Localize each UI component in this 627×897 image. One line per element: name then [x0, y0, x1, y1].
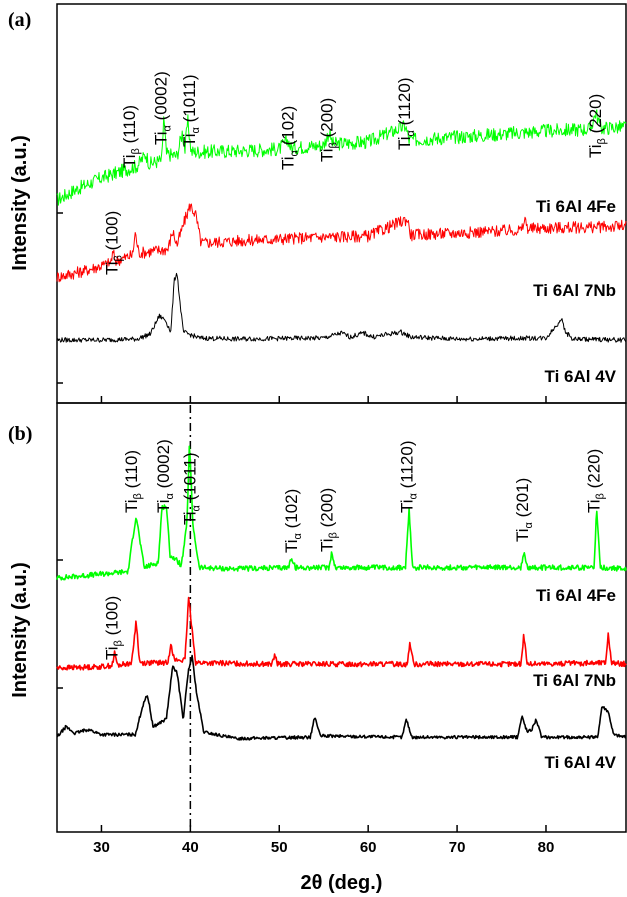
x-axis-label: 2θ (deg.) — [301, 872, 383, 894]
panel-label: (a) — [8, 9, 31, 31]
peak-label: Tiβ (100) — [103, 211, 125, 275]
plot-frame — [56, 402, 627, 833]
peak-label: Tiα (102) — [282, 489, 304, 553]
peak-label: Tiβ (220) — [584, 449, 606, 513]
series-label: Ti 6Al 4V — [545, 753, 617, 772]
panel-b: 30 40 50 60 70 80 Ti 6Al 4Fe Ti 6Al 7Nb Ti 6Al 4… — [8, 402, 627, 894]
series-label: Ti 6Al 4Fe — [536, 586, 616, 605]
x-tick-label: 40 — [182, 839, 199, 856]
x-tick-label: 60 — [360, 839, 377, 856]
x-tick-label: 50 — [271, 839, 288, 856]
series-line-ti-6al-7nb — [56, 203, 627, 283]
x-tick-label: 80 — [538, 839, 555, 856]
series-label: Ti 6Al 7Nb — [533, 281, 616, 300]
peak-label: Tiβ (200) — [318, 98, 340, 162]
series-line-ti-6al-4fe — [56, 109, 627, 206]
peak-label: Tiα (1120) — [395, 78, 417, 151]
series-line-ti-6al-4v — [56, 272, 627, 343]
peak-label: Tiβ (110) — [120, 105, 142, 168]
panel-label: (b) — [8, 423, 32, 445]
series-label: Ti 6Al 7Nb — [533, 671, 616, 690]
series-line-ti-6al-4fe — [56, 445, 627, 581]
peak-label: Tiα (0002) — [151, 71, 173, 145]
y-axis-label: Intensity (a.u.) — [9, 135, 31, 271]
peak-label: Tiβ (200) — [318, 488, 340, 552]
series-line-ti-6al-7nb — [56, 596, 627, 671]
x-tick-label: 30 — [93, 839, 110, 856]
series-label: Ti 6Al 4Fe — [536, 197, 616, 216]
peak-label: Tiα (1011) — [180, 75, 202, 148]
peak-label: Tiα (201) — [513, 478, 535, 542]
y-axis-label: Intensity (a.u.) — [9, 562, 31, 698]
peak-label: Tiα (1011) — [181, 453, 203, 526]
series-line-ti-6al-4v — [56, 654, 627, 741]
peak-label: Tiβ (220) — [586, 94, 608, 158]
peak-label: Tiβ (100) — [103, 596, 125, 660]
peak-label: Tiβ (110) — [122, 450, 144, 513]
peak-label: Tiα (102) — [279, 106, 301, 170]
peak-label: Tiα (1120) — [398, 441, 420, 514]
series-label: Ti 6Al 4V — [545, 367, 617, 386]
peak-label: Tiα (0002) — [154, 439, 176, 513]
panel-a: Ti 6Al 4Fe Ti 6Al 7Nb Ti 6Al 4V Tiβ (110) Ti… — [8, 3, 627, 404]
x-tick-label: 70 — [449, 839, 466, 856]
